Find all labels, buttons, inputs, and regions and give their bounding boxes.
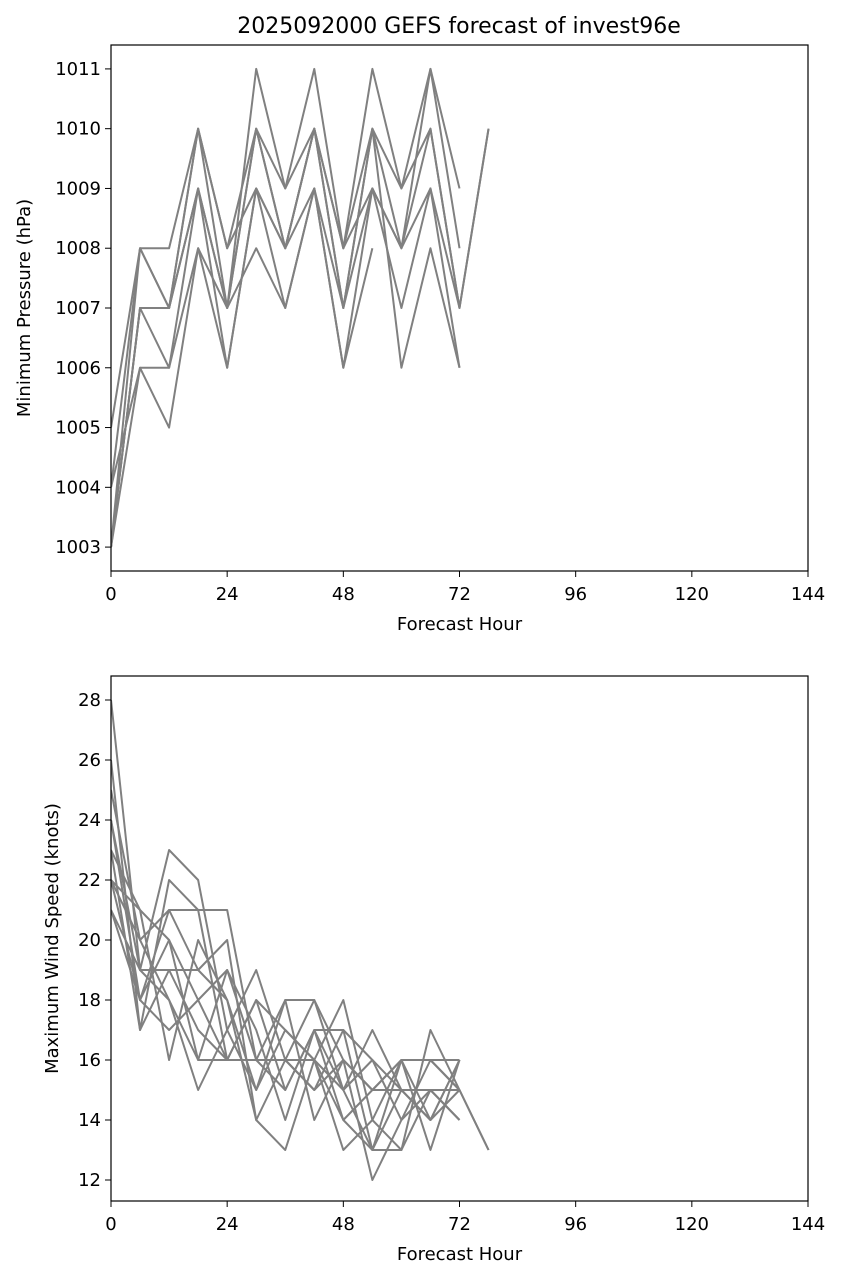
wind-member-line-5 xyxy=(111,849,460,1151)
pressure-y-tick-label: 1006 xyxy=(55,358,101,379)
wind-chart: 0 24 48 72 96 120 144 12 14 16 18 20 22 24 26 28 Forecas… xyxy=(42,675,825,1265)
wind-axes-frame xyxy=(110,675,809,1202)
wind-y-tick-label: 24 xyxy=(78,810,101,831)
wind-member-line-4 xyxy=(111,819,461,1151)
pressure-x-tick-label: 0 xyxy=(105,584,116,605)
wind-x-tick-label: 72 xyxy=(448,1214,471,1235)
wind-y-tick-label: 18 xyxy=(78,990,101,1011)
pressure-x-tick-label: 72 xyxy=(448,584,471,605)
pressure-member-line-6 xyxy=(111,187,374,548)
pressure-y-tick-label: 1005 xyxy=(55,418,101,439)
pressure-x-tick-label: 96 xyxy=(564,584,587,605)
pressure-member-line-2 xyxy=(111,67,490,548)
pressure-y-tick-label: 1003 xyxy=(55,537,101,558)
pressure-x-tick-label: 24 xyxy=(216,584,239,605)
pressure-x-tick-label: 48 xyxy=(332,584,355,605)
pressure-y-tick-label: 1009 xyxy=(55,178,101,199)
wind-y-tick-label: 20 xyxy=(78,930,101,951)
wind-y-tick-label: 16 xyxy=(78,1050,101,1071)
wind-x-tick-label: 96 xyxy=(564,1214,587,1235)
pressure-y-tick-label: 1008 xyxy=(55,238,101,259)
wind-series-group xyxy=(111,699,490,1181)
pressure-y-tick-label: 1010 xyxy=(55,119,101,140)
pressure-x-tick-label: 120 xyxy=(675,584,709,605)
pressure-member-line-3 xyxy=(111,67,461,488)
wind-member-line-12 xyxy=(111,879,461,1121)
wind-y-tick-label: 22 xyxy=(78,870,101,891)
wind-y-tick-label: 14 xyxy=(78,1110,101,1131)
pressure-chart: 0 24 48 72 96 120 144 1003 1004 1005 1006 1007 1008 1… xyxy=(14,44,825,635)
pressure-x-tick-label: 144 xyxy=(791,584,825,605)
pressure-member-line-5 xyxy=(111,187,461,488)
wind-member-line-11 xyxy=(111,909,490,1151)
chart-title: 2025092000 GEFS forecast of invest96e xyxy=(237,14,681,39)
wind-x-axis-label: Forecast Hour xyxy=(397,1244,523,1265)
pressure-member-line-7 xyxy=(111,127,461,428)
pressure-y-tick-label: 1007 xyxy=(55,298,101,319)
wind-y-tick-label: 28 xyxy=(78,690,101,711)
pressure-member-line-4 xyxy=(111,128,490,548)
pressure-member-line-8 xyxy=(111,127,461,548)
pressure-x-axis-label: Forecast Hour xyxy=(397,614,523,635)
wind-x-tick-label: 144 xyxy=(791,1214,825,1235)
pressure-y-tick-label: 1011 xyxy=(55,59,101,80)
pressure-series-group xyxy=(111,67,490,548)
wind-x-tick-label: 48 xyxy=(332,1214,355,1235)
pressure-y-tick-label: 1004 xyxy=(55,477,101,498)
wind-y-tick-label: 12 xyxy=(78,1170,101,1191)
wind-member-line-3 xyxy=(111,789,490,1151)
wind-x-tick-label: 24 xyxy=(216,1214,239,1235)
wind-y-axis-label: Maximum Wind Speed (knots) xyxy=(42,803,63,1074)
pressure-y-axis-label: Minimum Pressure (hPa) xyxy=(14,199,35,417)
wind-member-line-2 xyxy=(111,759,461,1151)
wind-y-tick-label: 26 xyxy=(78,750,101,771)
wind-x-tick-label: 0 xyxy=(105,1214,116,1235)
wind-x-tick-label: 120 xyxy=(675,1214,709,1235)
